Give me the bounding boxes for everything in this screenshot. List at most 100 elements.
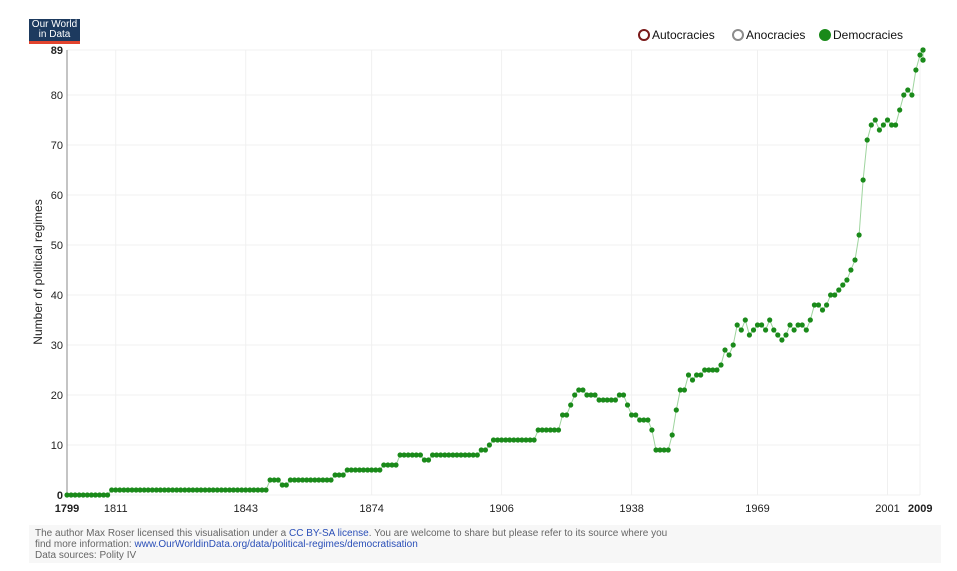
democracies-point xyxy=(702,367,708,373)
democracies-point xyxy=(730,342,736,348)
democracies-point xyxy=(324,477,330,483)
democracies-point xyxy=(279,482,285,488)
democracies-point xyxy=(543,427,549,433)
legend-marker xyxy=(732,29,744,41)
democracies-point xyxy=(466,452,472,458)
democracies-point xyxy=(495,437,501,443)
legend-item-anocracies[interactable]: Anocracies xyxy=(732,28,805,42)
democracies-point xyxy=(799,322,805,328)
regimes-chart: 0 10 20 30 40 50 60 70 80 89 1799 1811 1843 1874 1906 1… xyxy=(31,28,932,515)
democracies-point xyxy=(255,487,261,493)
legend-marker xyxy=(819,29,831,41)
democracies-point xyxy=(754,322,761,328)
democracies-point xyxy=(779,337,785,343)
democracies-point xyxy=(84,492,90,498)
democracies-point xyxy=(222,487,228,493)
y-tick-label: 20 xyxy=(51,390,63,402)
footer-text-3: find more information: xyxy=(35,539,135,550)
footer-text-2: . You are welcome to share but please re… xyxy=(368,528,668,539)
footer-text-1: The author Max Roser licensed this visua… xyxy=(35,528,290,539)
democracies-point xyxy=(369,467,375,473)
democracies-point xyxy=(360,467,367,473)
democracies-point xyxy=(125,487,131,493)
democracies-point xyxy=(872,117,878,123)
democracies-point xyxy=(320,477,326,483)
democracies-point xyxy=(218,487,224,493)
democracies-point xyxy=(425,457,432,463)
legend-item-democracies[interactable]: Democracies xyxy=(819,28,903,42)
x-tick-label: 1969 xyxy=(745,503,769,515)
democracies-point xyxy=(474,452,480,458)
democracies-point xyxy=(681,387,688,393)
democracies-point xyxy=(889,122,895,128)
democracies-point xyxy=(880,122,887,128)
democracies-point xyxy=(105,492,111,498)
x-tick-label: 2009 xyxy=(908,503,932,515)
democracies-point xyxy=(377,467,383,473)
democracies-point xyxy=(787,322,793,328)
footer: The author Max Roser licensed this visua… xyxy=(29,525,941,563)
democracies-point xyxy=(572,392,578,398)
democracies-point xyxy=(580,387,586,393)
y-tick-label: 80 xyxy=(51,90,63,102)
x-tick-label: 2001 xyxy=(875,503,899,515)
democracies-point xyxy=(312,477,318,483)
democracies-point xyxy=(803,327,809,333)
democracies-point xyxy=(844,277,850,283)
democracies-point xyxy=(750,327,757,333)
license-link[interactable]: CC BY-SA license xyxy=(289,528,369,539)
democracies-point xyxy=(710,367,716,373)
democracies-point xyxy=(917,52,923,58)
democracies-point xyxy=(848,267,854,273)
democracies-point xyxy=(304,477,310,483)
democracies-point xyxy=(523,437,529,443)
democracies-point xyxy=(243,487,249,493)
democracies-point xyxy=(458,452,464,458)
legend-item-autocracies[interactable]: Autocracies xyxy=(638,28,715,42)
y-tick-label: 40 xyxy=(51,290,63,302)
democracies-point xyxy=(283,482,289,488)
democracies-point xyxy=(771,327,777,333)
democracies-point xyxy=(271,477,277,483)
democracies-point xyxy=(868,122,874,128)
democracies-point xyxy=(519,437,525,443)
democracies-point xyxy=(96,492,103,498)
democracies-point xyxy=(430,452,436,458)
democracies-point xyxy=(637,417,643,423)
democracies-point xyxy=(738,327,744,333)
democracies-point xyxy=(352,467,358,473)
democracies-point xyxy=(807,317,813,323)
x-tick-label: 1799 xyxy=(55,503,79,515)
democracies-point xyxy=(669,432,675,438)
democracies-line xyxy=(67,48,924,496)
democracies-point xyxy=(685,372,692,378)
democracies-point xyxy=(893,122,899,128)
democracies-point xyxy=(673,407,679,413)
democracies-point xyxy=(503,437,509,443)
democracies-point xyxy=(722,347,728,353)
democracies-point xyxy=(117,487,123,493)
democracies-point xyxy=(141,487,147,493)
democracies-point xyxy=(478,447,484,453)
legend: Autocracies Anocracies Democracies xyxy=(638,28,903,42)
source-link[interactable]: www.OurWorldinData.org/data/political-re… xyxy=(134,539,418,550)
legend-marker xyxy=(638,29,650,41)
democracies-point xyxy=(401,452,407,458)
owid-logo: Our World in Data xyxy=(29,19,80,44)
y-tick-label: 89 xyxy=(51,45,63,57)
democracies-point xyxy=(332,472,338,478)
democracies-point xyxy=(182,487,188,493)
democracies-point xyxy=(421,457,427,463)
democracies-point xyxy=(92,492,98,498)
democracies-point xyxy=(165,487,172,493)
y-tick-label: 60 xyxy=(51,190,63,202)
democracies-point xyxy=(824,302,830,308)
series-layer xyxy=(64,47,926,498)
democracies-point xyxy=(482,447,488,453)
democracies-point xyxy=(72,492,78,498)
democracies-point xyxy=(763,327,769,333)
democracies-point xyxy=(840,282,846,288)
democracies-point xyxy=(767,317,773,323)
democracies-point xyxy=(206,487,212,493)
democracies-point xyxy=(129,487,135,493)
